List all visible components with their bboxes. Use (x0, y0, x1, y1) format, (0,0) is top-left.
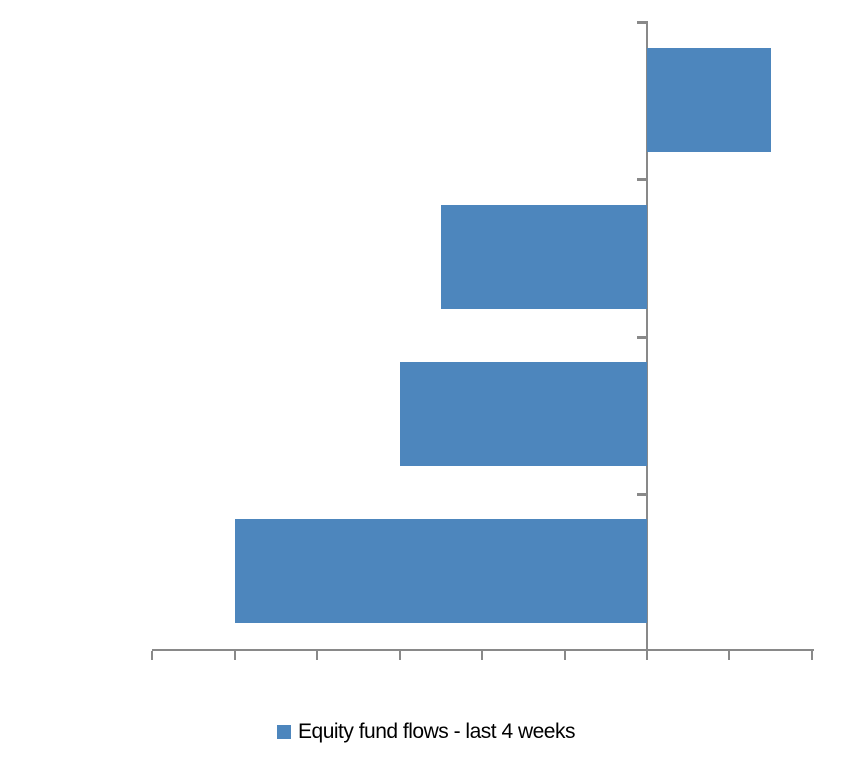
x-tick-label (605, 663, 689, 687)
category-tick (637, 178, 646, 181)
x-tick-label (687, 663, 771, 687)
category-axis-line (646, 21, 648, 650)
x-tick (646, 651, 648, 660)
x-tick-label (770, 663, 852, 687)
x-tick (811, 651, 813, 660)
x-tick-label (523, 663, 607, 687)
x-tick-label (358, 663, 442, 687)
bar-uk (235, 519, 647, 623)
x-tick-label (193, 663, 277, 687)
x-tick (151, 651, 153, 660)
x-tick-label (275, 663, 359, 687)
x-axis-line (152, 649, 814, 651)
category-tick (637, 21, 646, 24)
x-tick (728, 651, 730, 660)
category-tick (637, 493, 646, 496)
bar-japan (441, 205, 647, 309)
x-tick (399, 651, 401, 660)
x-tick (234, 651, 236, 660)
x-tick-label (440, 663, 524, 687)
x-tick (481, 651, 483, 660)
category-tick (637, 336, 646, 339)
bar-europe-ex-uk (400, 362, 647, 466)
x-tick-label (110, 663, 194, 687)
x-tick (564, 651, 566, 660)
legend-square-icon (277, 725, 292, 739)
bar-us (647, 48, 771, 152)
legend: Equity fund flows - last 4 weeks (0, 718, 852, 746)
legend-label: Equity fund flows - last 4 weeks (298, 720, 575, 743)
x-tick (316, 651, 318, 660)
